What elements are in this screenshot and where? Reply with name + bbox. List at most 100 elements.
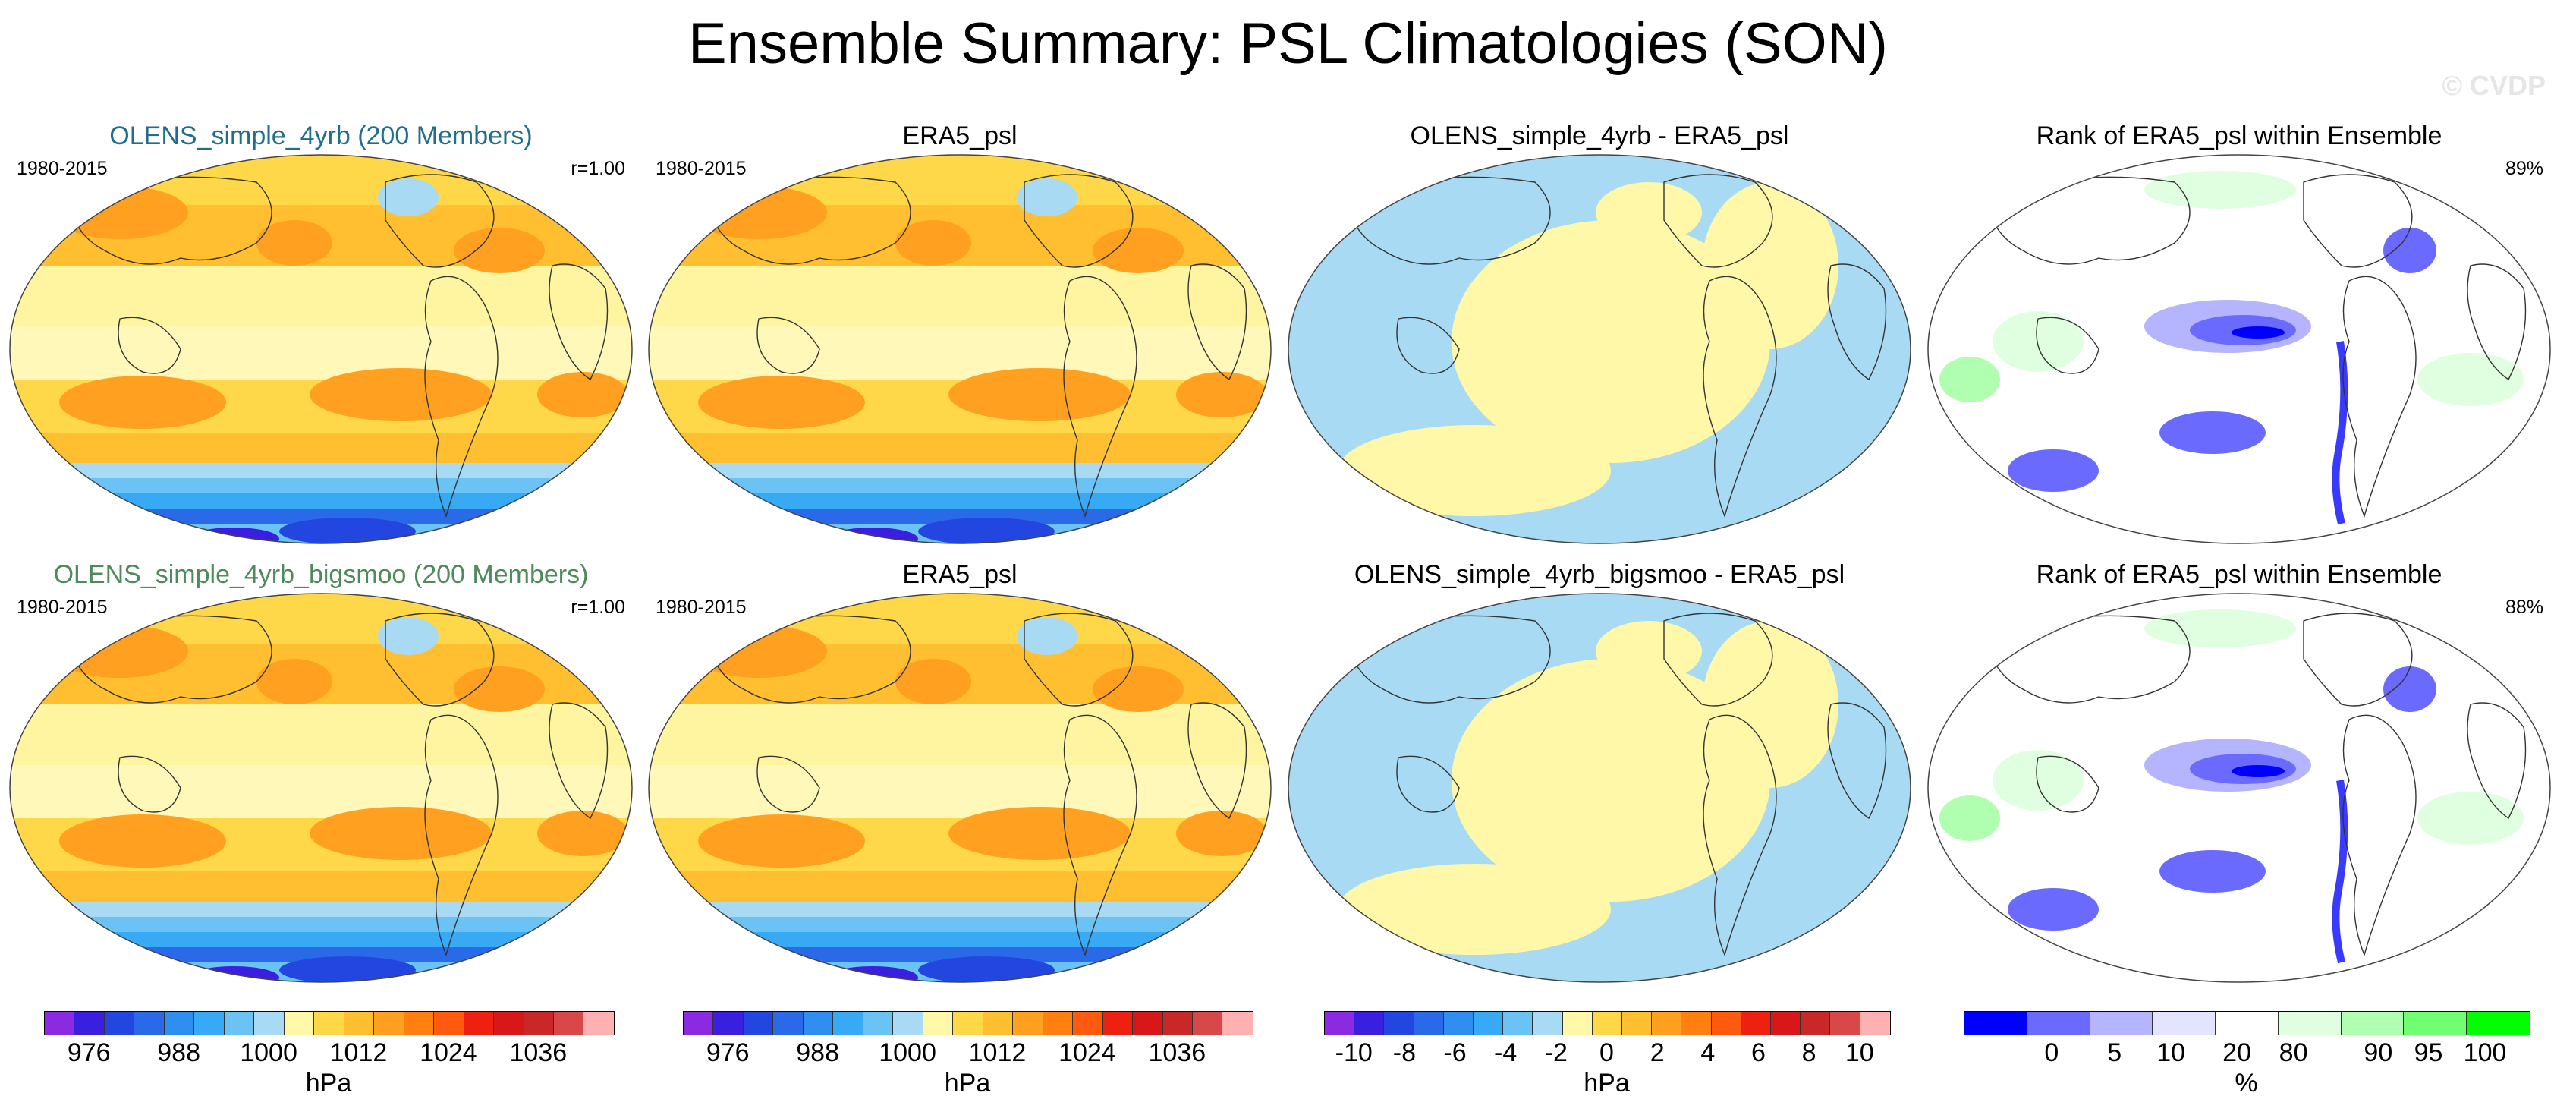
- colorbar-swatches: [1324, 1011, 1891, 1035]
- colorbar-swatch: [2153, 1012, 2216, 1035]
- world-map: [9, 154, 633, 544]
- colorbar-tick-label: 1012: [329, 1038, 388, 1067]
- colorbar-tick-label: 1036: [509, 1038, 568, 1067]
- panel-title: Rank of ERA5_psl within Ensemble: [2036, 560, 2442, 589]
- main-title: Ensemble Summary: PSL Climatologies (SON…: [687, 11, 1888, 76]
- panel-title: OLENS_simple_4yrb - ERA5_psl: [1410, 121, 1789, 150]
- colorbar-tick-label: 0: [1599, 1038, 1614, 1067]
- colorbar-tick-label: 10: [2156, 1038, 2186, 1067]
- colorbar-swatch: [1192, 1012, 1223, 1035]
- map-panel-8: Rank of ERA5_psl within Ensemble 88%: [1924, 560, 2554, 985]
- colorbar-swatches: [44, 1011, 615, 1035]
- colorbar-swatch: [923, 1012, 954, 1035]
- colorbar-swatch: [224, 1012, 255, 1035]
- colorbar-tick-label: -6: [1443, 1038, 1467, 1067]
- world-map: [9, 593, 633, 983]
- colorbar-swatch: [773, 1012, 804, 1035]
- colorbar-swatch: [863, 1012, 894, 1035]
- map-panel-1: OLENS_simple_4yrb (200 Members) 1980-2015…: [6, 121, 636, 546]
- panel-title: ERA5_psl: [902, 560, 1018, 589]
- colorbar-tick-label: -8: [1392, 1038, 1416, 1067]
- colorbar-swatch: [1325, 1012, 1355, 1035]
- colorbar-swatch: [803, 1012, 834, 1035]
- colorbar-swatch: [553, 1012, 584, 1035]
- colorbar-tick-label: 8: [1801, 1038, 1816, 1067]
- colorbar-swatch: [833, 1012, 863, 1035]
- colorbar-swatch: [713, 1012, 744, 1035]
- panel-stat-label: 88%: [2505, 597, 2543, 618]
- colorbar-tick-label: 2: [1650, 1038, 1665, 1067]
- world-map: [1927, 593, 2551, 983]
- colorbar-unit-label: hPa: [944, 1069, 991, 1098]
- colorbar-swatch: [1830, 1012, 1860, 1035]
- colorbar-tick-label: -10: [1335, 1038, 1373, 1067]
- world-map: [648, 154, 1272, 544]
- colorbar-tick-label: 1000: [879, 1038, 936, 1067]
- colorbar-swatch: [494, 1012, 524, 1035]
- colorbar-unit-label: hPa: [1584, 1069, 1630, 1098]
- colorbar-swatch: [404, 1012, 435, 1035]
- colorbar-tick-label: 976: [67, 1038, 111, 1067]
- colorbar-swatch: [2027, 1012, 2090, 1035]
- colorbar-swatch: [1354, 1012, 1385, 1035]
- colorbar-swatch: [1073, 1012, 1103, 1035]
- colorbar-tick-label: 4: [1700, 1038, 1716, 1067]
- colorbar-swatch: [684, 1012, 714, 1035]
- colorbar-tick-label: 1024: [1058, 1038, 1116, 1067]
- colorbar-swatch: [1622, 1012, 1653, 1035]
- colorbar-tick-label: 10: [1845, 1038, 1874, 1067]
- colorbar-swatch: [1592, 1012, 1623, 1035]
- colorbar-tick-label: 100: [2463, 1038, 2507, 1067]
- colorbar-swatch: [464, 1012, 495, 1035]
- panel-period-label: 1980-2015: [656, 158, 747, 179]
- colorbar-swatch: [1771, 1012, 1801, 1035]
- colorbar-tick-label: 6: [1751, 1038, 1766, 1067]
- world-map: [1288, 593, 1911, 983]
- world-map: [1288, 154, 1911, 544]
- colorbar-swatch: [2216, 1012, 2279, 1035]
- colorbar-swatch: [104, 1012, 135, 1035]
- colorbar-swatch: [524, 1012, 554, 1035]
- colorbar-tick-label: 90: [2364, 1038, 2393, 1067]
- colorbar-swatch: [314, 1012, 344, 1035]
- colorbar-tick-label: 80: [2279, 1038, 2308, 1067]
- colorbar-swatch: [2090, 1012, 2153, 1035]
- colorbar-swatch: [164, 1012, 195, 1035]
- colorbar-swatches: [1964, 1011, 2530, 1035]
- colorbar-swatch: [1384, 1012, 1414, 1035]
- map-panel-4: Rank of ERA5_psl within Ensemble 89%: [1924, 121, 2554, 546]
- map-panel-3: OLENS_simple_4yrb - ERA5_psl: [1285, 121, 1914, 546]
- colorbar-swatches: [683, 1011, 1253, 1035]
- panel-title: Rank of ERA5_psl within Ensemble: [2036, 121, 2442, 150]
- colorbar-swatch: [743, 1012, 774, 1035]
- colorbar-swatch: [1222, 1012, 1253, 1035]
- colorbar-swatch: [2467, 1012, 2530, 1035]
- panel-stat-label: 89%: [2505, 158, 2543, 179]
- colorbar-swatch: [1681, 1012, 1712, 1035]
- map-panel-5: OLENS_simple_4yrb_bigsmoo (200 Members) 1…: [6, 560, 636, 985]
- colorbar-swatch: [344, 1012, 375, 1035]
- colorbar-2: 976 988 1000 1012 1024 1036 hPa: [683, 1011, 1275, 1102]
- colorbar-tick-label: 1036: [1148, 1038, 1206, 1067]
- colorbar-tick-label: 1000: [240, 1038, 297, 1067]
- colorbar-swatch: [1414, 1012, 1444, 1035]
- colorbar-swatch: [134, 1012, 165, 1035]
- colorbar-swatch: [434, 1012, 464, 1035]
- colorbar-swatch: [1741, 1012, 1772, 1035]
- colorbar-swatch: [254, 1012, 285, 1035]
- panel-period-label: 1980-2015: [17, 158, 108, 179]
- panel-title: ERA5_psl: [902, 121, 1018, 150]
- map-panel-7: OLENS_simple_4yrb_bigsmoo - ERA5_psl: [1285, 560, 1914, 985]
- colorbar-1: 976 988 1000 1012 1024 1036 hPa: [44, 1011, 636, 1102]
- map-panel-2: ERA5_psl 1980-2015: [645, 121, 1275, 546]
- colorbar-4: 0 5 10 20 80 90 95 100%: [1964, 1011, 2556, 1102]
- colorbar-swatch: [953, 1012, 983, 1035]
- colorbar-swatch: [2278, 1012, 2342, 1035]
- colorbar-swatch: [1443, 1012, 1474, 1035]
- colorbar-tick-label: 0: [2044, 1038, 2059, 1067]
- colorbar-swatch: [1533, 1012, 1563, 1035]
- colorbar-3: -10 -8 -6 -4 -2 0 2 4 6 8 10 hPa: [1324, 1011, 1916, 1102]
- colorbar-tick-label: 95: [2414, 1038, 2443, 1067]
- colorbar-tick-label: 5: [2107, 1038, 2122, 1067]
- colorbar-unit-label: hPa: [305, 1069, 352, 1098]
